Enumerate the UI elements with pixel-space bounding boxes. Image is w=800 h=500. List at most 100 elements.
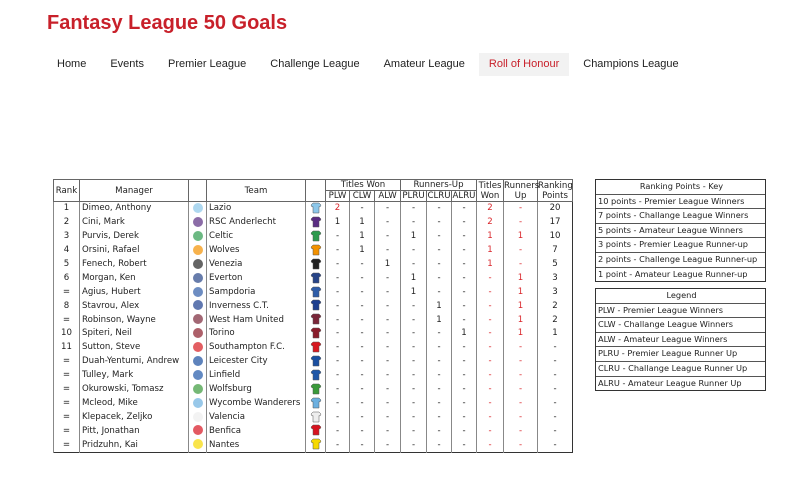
table-row: = Pridzuhn, Kai Nantes - - - - - - - - - xyxy=(53,438,573,453)
table-cell: 1 xyxy=(476,243,504,258)
table-cell: - xyxy=(476,327,504,341)
table-cell: - xyxy=(450,438,477,453)
crest-cell xyxy=(188,215,207,230)
table-cell: - xyxy=(374,438,401,453)
crest-cell xyxy=(188,410,207,425)
table-cell: 20 xyxy=(537,201,573,216)
table-cell: West Ham United xyxy=(206,313,306,328)
table-cell: - xyxy=(374,340,401,355)
table-row: 4 Orsini, Rafael Wolves -1- - - -1-7 xyxy=(53,243,573,258)
nav-link[interactable]: Champions League xyxy=(583,58,679,70)
table-cell: 2 xyxy=(537,313,573,328)
table-cell: - xyxy=(426,327,452,341)
crest xyxy=(192,203,203,214)
table-cell: - xyxy=(325,340,350,355)
table-cell: - xyxy=(537,368,573,383)
table-row: = Tulley, Mark Linfield - - - - - - - - - xyxy=(53,368,573,383)
table-cell: - xyxy=(476,285,504,300)
crest xyxy=(192,217,203,228)
header-cell: Titles Won xyxy=(476,179,505,202)
table-cell: Nantes xyxy=(206,438,306,453)
table-cell: = xyxy=(53,382,80,397)
table-cell: - xyxy=(450,285,477,300)
subheader-cell: PLRU xyxy=(400,190,427,202)
table-cell: Spiteri, Neil xyxy=(79,327,189,341)
table-cell: - xyxy=(325,410,350,425)
table-cell: Benfica xyxy=(206,424,306,439)
table-cell: - xyxy=(476,271,504,286)
kit-cell xyxy=(305,340,326,355)
kit-cell xyxy=(305,396,326,411)
table-cell: Venezia xyxy=(206,257,306,272)
table-cell: Inverness C.T. xyxy=(206,299,306,314)
table-cell: 1 xyxy=(349,229,375,244)
nav-link[interactable]: Premier League xyxy=(167,58,247,70)
table-cell: Southampton F.C. xyxy=(206,340,306,355)
crest-cell xyxy=(188,354,207,369)
table-cell: - xyxy=(503,243,538,258)
crest-cell xyxy=(188,229,207,244)
table-cell: - xyxy=(400,299,427,314)
table-cell: - xyxy=(325,382,350,397)
box-title: Legend xyxy=(666,290,697,300)
table-row: = Robinson, Wayne West Ham United - - - -1- -1 2 xyxy=(53,313,573,328)
nav-link[interactable]: Roll of Honour xyxy=(478,53,570,76)
table-cell: - xyxy=(450,215,477,230)
nav-link[interactable]: Challenge League xyxy=(270,58,360,70)
header-group: Runners-Up xyxy=(399,179,478,191)
crest xyxy=(192,397,203,408)
table-row: = Mcleod, Mike Wycombe Wanderers - - - - - - - - - xyxy=(53,396,573,411)
table-cell: - xyxy=(400,396,427,411)
legend: Legend PLW - Premier League Winners CLW - … xyxy=(595,288,766,392)
header-group: Titles Won xyxy=(325,179,401,191)
nav-link[interactable]: Events xyxy=(110,58,144,70)
table-cell: - xyxy=(426,285,452,300)
table-row: 5 Fenech, Robert Venezia - -1- - -1-5 xyxy=(53,257,573,272)
nav-link[interactable]: Home xyxy=(57,58,87,70)
table-cell: 1 xyxy=(503,229,538,244)
table-cell: - xyxy=(476,410,504,425)
table-cell: = xyxy=(53,424,80,439)
subheader-cell: CLRU xyxy=(426,190,452,202)
nav-link[interactable]: Amateur League xyxy=(383,58,465,70)
table-cell: Valencia xyxy=(206,410,306,425)
table-cell: - xyxy=(537,340,573,355)
table-cell: - xyxy=(426,271,452,286)
table-cell: - xyxy=(450,257,477,272)
table-cell: - xyxy=(349,396,375,411)
kit xyxy=(310,425,321,436)
kit-cell xyxy=(305,313,326,328)
legend-item: PLRU - Premier League Runner Up xyxy=(596,346,765,361)
table-cell: = xyxy=(53,354,80,369)
header-cell: Rank xyxy=(53,179,80,202)
table-cell: 5 xyxy=(537,257,573,272)
table-cell: - xyxy=(426,215,452,230)
kit-cell xyxy=(305,354,326,369)
table-cell: - xyxy=(400,243,427,258)
table-cell: Fenech, Robert xyxy=(79,257,189,272)
table-cell: - xyxy=(349,340,375,355)
table-cell: = xyxy=(53,438,80,453)
table-cell: - xyxy=(537,438,573,453)
table-row: 2 Cini, Mark RSC Anderlecht 1 1- - - -2-17 xyxy=(53,215,573,230)
table-cell: 6 xyxy=(53,271,80,286)
table-cell: Duah-Yentumi, Andrew xyxy=(79,354,189,369)
table-cell: - xyxy=(325,299,350,314)
table-cell: - xyxy=(503,382,538,397)
table-cell: - xyxy=(325,354,350,369)
subheader-cell: CLW xyxy=(349,190,375,202)
kit xyxy=(310,202,321,214)
table-cell: 10 xyxy=(537,229,573,244)
crest-cell xyxy=(188,424,207,439)
table-cell: - xyxy=(325,243,350,258)
table-cell: - xyxy=(503,354,538,369)
table-cell: - xyxy=(476,299,504,314)
table-cell: 1 xyxy=(400,229,427,244)
table-cell: - xyxy=(325,424,350,439)
nav-bar: Home Events Premier League Challenge League… xyxy=(47,53,693,76)
table-cell: Purvis, Derek xyxy=(79,229,189,244)
table-row: = Agius, Hubert Sampdoria - - -1- - -1 3 xyxy=(53,285,573,300)
table-cell: - xyxy=(426,438,452,453)
table-cell: - xyxy=(476,354,504,369)
legend-item: CLRU - Challange League Runner Up xyxy=(596,360,765,376)
